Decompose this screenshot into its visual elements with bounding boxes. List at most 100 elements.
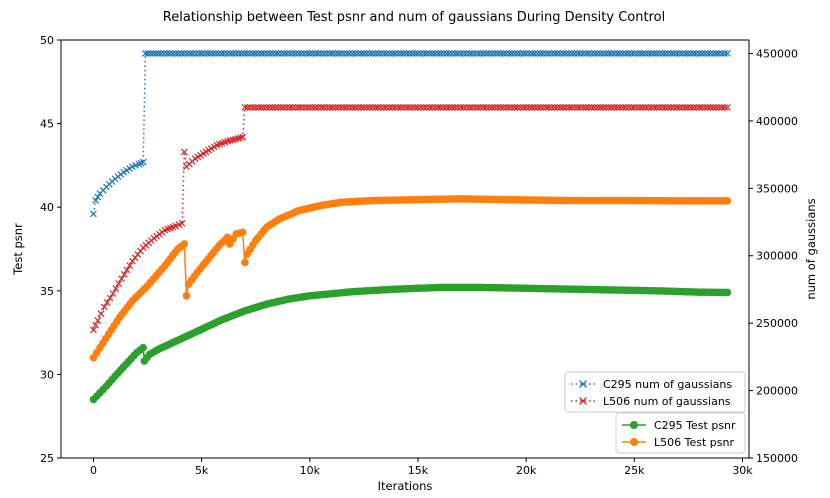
series-l506-num-of-gaussians — [90, 103, 731, 334]
data-point — [701, 103, 709, 111]
data-point — [397, 103, 405, 111]
y-left-tick-label: 45 — [40, 118, 54, 131]
y-left-tick-label: 35 — [40, 285, 54, 298]
data-point — [346, 103, 354, 111]
data-point — [235, 50, 243, 57]
data-point — [599, 103, 607, 111]
data-point — [528, 103, 536, 111]
data-point — [115, 280, 123, 288]
data-point — [576, 50, 584, 57]
data-point — [97, 310, 105, 318]
data-point — [255, 50, 262, 57]
y-right-tick-label: 450000 — [756, 47, 798, 60]
data-point — [383, 50, 391, 57]
data-point — [571, 50, 578, 57]
data-point — [218, 50, 225, 57]
data-point — [723, 197, 732, 205]
data-point — [297, 103, 305, 111]
x-tick-label: 30k — [732, 464, 753, 477]
data-point — [653, 103, 661, 111]
data-point — [457, 50, 465, 57]
data-point — [605, 50, 613, 57]
data-point — [383, 103, 391, 111]
data-point — [519, 103, 527, 111]
data-point — [468, 50, 476, 57]
data-point — [423, 50, 430, 57]
data-point — [522, 50, 530, 57]
data-point — [642, 103, 650, 111]
data-point — [271, 103, 279, 111]
data-point — [380, 103, 388, 111]
data-point — [443, 103, 450, 111]
x-tick-label: 5k — [195, 464, 209, 477]
data-point — [126, 262, 134, 269]
data-point — [502, 50, 510, 57]
legend-label: L506 Test psnr — [654, 436, 734, 449]
data-point — [90, 210, 97, 218]
data-point — [209, 50, 217, 57]
data-point — [517, 50, 524, 57]
data-point — [462, 103, 470, 111]
legend-item: L506 num of gaussians — [571, 395, 731, 408]
x-tick-label: 10k — [300, 464, 321, 477]
data-point — [425, 50, 433, 57]
data-point — [306, 50, 314, 57]
data-point — [653, 50, 661, 57]
data-point — [661, 50, 669, 57]
data-point — [334, 103, 342, 111]
data-point — [465, 103, 473, 111]
data-point — [386, 103, 393, 111]
data-point — [690, 50, 697, 57]
data-point — [266, 50, 274, 57]
data-point — [588, 50, 596, 57]
data-point — [137, 159, 145, 167]
data-point — [508, 50, 516, 57]
data-point — [195, 50, 203, 57]
data-point — [448, 103, 456, 111]
data-point — [363, 50, 371, 57]
data-point — [582, 50, 590, 57]
y-right-tick-label: 150000 — [756, 452, 798, 465]
data-point — [238, 228, 247, 237]
data-point — [678, 103, 686, 111]
data-point — [616, 50, 624, 57]
data-point — [636, 103, 644, 111]
data-point — [511, 103, 519, 111]
data-point — [562, 50, 570, 57]
data-point — [178, 219, 186, 227]
data-point — [639, 103, 647, 111]
data-point — [94, 193, 102, 201]
data-point — [610, 50, 618, 57]
data-point — [360, 103, 368, 111]
data-point — [664, 103, 672, 111]
data-point — [536, 103, 544, 111]
data-point — [650, 50, 658, 57]
data-point — [551, 103, 559, 111]
data-point — [545, 50, 553, 57]
data-point — [454, 103, 462, 111]
data-point — [485, 103, 493, 111]
data-point — [434, 50, 442, 57]
data-point — [474, 50, 482, 57]
data-point — [312, 50, 319, 57]
data-point — [265, 103, 273, 111]
data-point — [542, 103, 550, 111]
data-point — [602, 50, 610, 57]
data-point — [630, 50, 638, 57]
y-left-tick-label: 50 — [40, 34, 54, 47]
data-point — [568, 103, 576, 111]
data-point — [695, 103, 703, 111]
data-point — [522, 103, 530, 111]
data-point — [123, 266, 131, 274]
data-point — [608, 50, 615, 57]
data-point — [109, 290, 117, 297]
data-point — [707, 103, 714, 111]
data-point — [249, 103, 257, 111]
data-point — [448, 50, 456, 57]
data-point — [428, 103, 436, 111]
data-point — [673, 103, 681, 111]
data-point — [112, 285, 120, 292]
data-point — [169, 50, 177, 57]
data-point — [499, 103, 507, 111]
